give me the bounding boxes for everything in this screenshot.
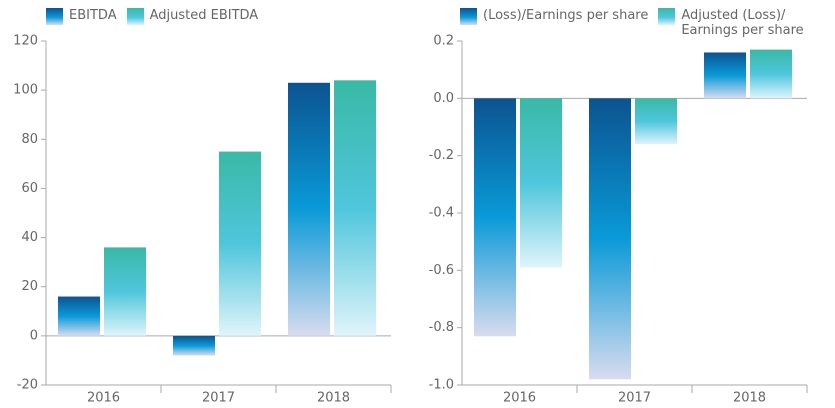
y-tick-label: 0 <box>30 328 38 343</box>
bar <box>173 335 215 356</box>
legend-swatch <box>460 8 477 25</box>
legend-label: Adjusted EBITDA <box>149 8 259 23</box>
y-tick-label: 60 <box>21 181 38 196</box>
legend-item: EBITDA <box>46 8 117 25</box>
bar <box>474 98 516 337</box>
legend-label: (Loss)/Earnings per share <box>483 8 649 23</box>
y-tick-label: 80 <box>21 132 38 147</box>
legend-swatch <box>658 8 676 25</box>
legend-label: Adjusted (Loss)/ Earnings per share <box>681 8 804 38</box>
legend-item: Adjusted EBITDA <box>126 8 259 25</box>
bar <box>288 82 330 336</box>
bar <box>750 49 792 99</box>
y-tick-label: 0.2 <box>433 34 454 49</box>
legend-swatch <box>46 8 63 25</box>
bar <box>589 98 631 380</box>
y-tick-label: 100 <box>13 83 38 98</box>
y-tick-label: 20 <box>21 279 38 294</box>
legend-item: Adjusted (Loss)/ Earnings per share <box>658 8 821 38</box>
bar <box>104 247 146 336</box>
y-tick-label: -1.0 <box>429 378 454 393</box>
y-tick-label: 0.0 <box>433 91 454 106</box>
y-tick-label: -0.6 <box>429 263 454 278</box>
legend-label: EBITDA <box>69 8 117 23</box>
x-tick-label: 2016 <box>503 391 536 406</box>
y-tick-label: -20 <box>17 378 38 393</box>
x-tick-label: 2018 <box>733 391 766 406</box>
legend-swatch <box>126 8 144 25</box>
bar <box>520 98 562 268</box>
bar <box>58 296 100 336</box>
y-tick-label: 40 <box>21 230 38 245</box>
x-tick-label: 2018 <box>317 391 350 406</box>
x-tick-label: 2017 <box>202 391 235 406</box>
x-tick-label: 2016 <box>87 391 120 406</box>
y-tick-label: 120 <box>13 34 38 49</box>
legend-item: (Loss)/Earnings per share <box>460 8 648 38</box>
y-tick-label: -0.2 <box>429 148 454 163</box>
bar <box>334 80 376 336</box>
bar <box>635 98 677 145</box>
x-tick-label: 2017 <box>618 391 651 406</box>
bar <box>704 52 746 99</box>
y-tick-label: -0.8 <box>429 320 454 335</box>
y-tick-label: -0.4 <box>429 206 454 221</box>
legend: EBITDA Adjusted EBITDA <box>46 8 258 25</box>
bar <box>219 151 261 336</box>
legend: (Loss)/Earnings per share Adjusted (Loss)… <box>460 8 821 38</box>
